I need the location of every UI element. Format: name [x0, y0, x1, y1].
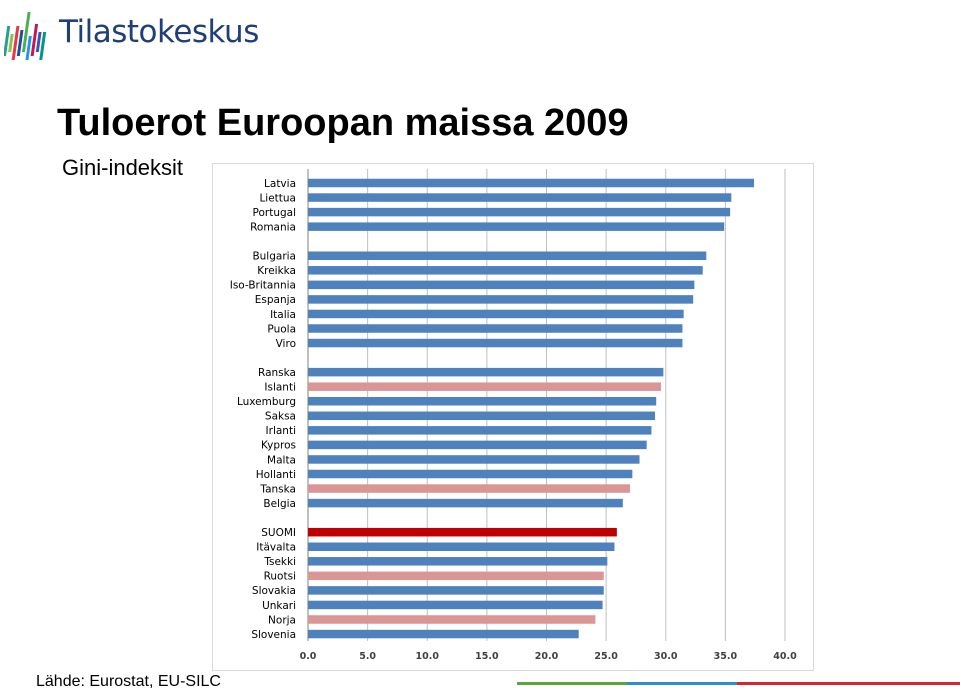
bar-kypros — [308, 440, 647, 450]
x-tick-label: 15.0 — [475, 651, 499, 662]
category-label: Italia — [270, 309, 296, 321]
logo-stripe — [25, 36, 32, 60]
logo-stripe — [16, 30, 24, 56]
category-label: Portugal — [253, 207, 297, 219]
page-title: Tuloerot Euroopan maissa 2009 — [57, 102, 629, 144]
x-tick-label: 0.0 — [300, 651, 317, 662]
x-tick-label: 30.0 — [654, 651, 678, 662]
footer-stripe-red — [737, 682, 960, 685]
bar-kreikka — [308, 266, 703, 275]
bar-slovenia — [308, 629, 579, 639]
x-tick-label: 25.0 — [594, 651, 618, 662]
chart-subtitle: Gini-indeksit — [62, 155, 184, 180]
category-label: Ranska — [258, 367, 296, 379]
logo-stripes-icon — [0, 12, 47, 60]
category-label: Hollanti — [256, 469, 296, 481]
source-note: Lähde: Eurostat, EU-SILC — [36, 673, 221, 690]
category-label: Irlanti — [266, 425, 296, 437]
category-label: Kypros — [261, 440, 296, 452]
category-label: Malta — [267, 454, 296, 466]
bar-itävalta — [308, 542, 615, 551]
bar-liettua — [308, 193, 732, 202]
category-label: Romania — [250, 221, 296, 233]
bar-italia — [308, 309, 684, 319]
gini-bar-chart: 0.0 5.0 10.0 15.0 20.0 25.0 30.0 35.0 40.0 Latvia… — [212, 163, 814, 671]
bar-hollanti — [308, 469, 633, 479]
bar-viro — [308, 338, 683, 348]
bar-romania — [308, 222, 725, 231]
logo-stripe — [3, 26, 11, 56]
category-label: Tsekki — [263, 556, 296, 568]
bar-tsekki — [308, 557, 608, 566]
bar-bulgaria — [308, 251, 707, 260]
bar-islanti — [308, 382, 661, 391]
chart-canvas: 0.0 5.0 10.0 15.0 20.0 25.0 30.0 35.0 40.0 Latvia… — [212, 163, 814, 671]
category-label: Kreikka — [257, 265, 296, 277]
bar-norja — [308, 615, 596, 624]
category-label: SUOMI — [261, 527, 296, 539]
category-label: Tanska — [259, 483, 296, 495]
category-label: Itävalta — [256, 542, 296, 554]
category-label: Saksa — [265, 411, 296, 423]
category-label: Ruotsi — [264, 571, 296, 583]
category-label: Espanja — [255, 294, 296, 306]
bar-ranska — [308, 367, 664, 377]
tilastokeskus-logo: Tilastokeskus — [0, 2, 259, 64]
bar-slovakia — [308, 586, 604, 595]
bar-malta — [308, 455, 640, 464]
logo-stripe — [21, 12, 31, 52]
bar-saksa — [308, 411, 656, 421]
category-label: Bulgaria — [252, 251, 296, 263]
category-label: Liettua — [259, 192, 296, 204]
category-label: Viro — [276, 338, 296, 350]
category-label: Luxemburg — [237, 396, 296, 408]
x-tick-label: 35.0 — [714, 651, 738, 662]
category-label: Belgia — [263, 498, 296, 510]
logo-text: Tilastokeskus — [59, 14, 259, 50]
category-label: Norja — [268, 614, 296, 626]
bar-irlanti — [308, 426, 652, 435]
x-tick-label: 20.0 — [535, 651, 559, 662]
footer-stripe-green — [517, 682, 627, 685]
bar-belgia — [308, 498, 623, 508]
x-tick-label: 10.0 — [416, 651, 440, 662]
x-tick-label: 40.0 — [773, 651, 797, 662]
category-label: Unkari — [262, 600, 296, 612]
x-tick-label: 5.0 — [359, 651, 376, 662]
category-label: Slovakia — [252, 585, 296, 597]
footer-stripe-blue — [627, 682, 737, 685]
bar-espanja — [308, 295, 694, 304]
logo-stripe — [11, 26, 20, 60]
bar-unkari — [308, 600, 603, 610]
bar-luxemburg — [308, 397, 657, 406]
bar-latvia — [308, 178, 754, 188]
logo-stripe — [8, 34, 14, 52]
logo-stripe — [30, 24, 39, 56]
category-label: Iso-Britannia — [230, 280, 296, 292]
logo-stripe — [39, 32, 47, 60]
bar-ruotsi — [308, 571, 604, 581]
category-label: Latvia — [264, 178, 296, 190]
logo-stripe — [35, 32, 42, 52]
bar-iso-britannia — [308, 280, 695, 290]
bar-puola — [308, 324, 683, 333]
bar-tanska — [308, 484, 630, 493]
category-label: Islanti — [264, 382, 296, 394]
bar-portugal — [308, 207, 731, 217]
category-label: Puola — [267, 323, 296, 335]
bar-suomi — [308, 527, 617, 537]
category-label: Slovenia — [251, 629, 296, 641]
